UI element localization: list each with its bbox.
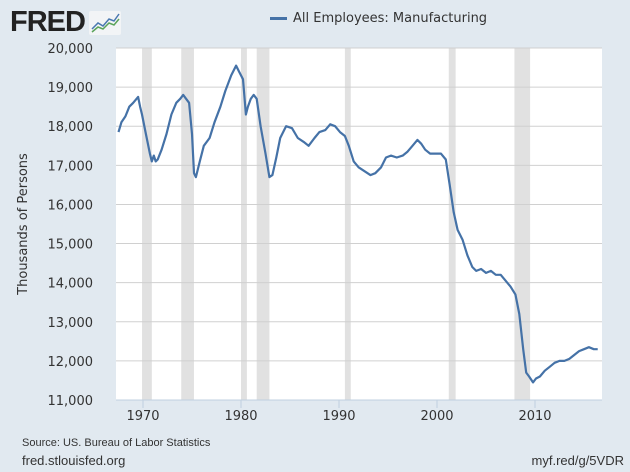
- y-tick-label: 14,000: [48, 277, 94, 292]
- recession-band: [256, 48, 270, 400]
- series-line: [117, 64, 598, 384]
- y-tick-label: 13,000: [48, 316, 94, 331]
- logo-text: FRED: [10, 6, 86, 38]
- fred-logo: FRED: [10, 8, 121, 37]
- x-tick-label: 2000: [420, 409, 453, 424]
- recession-band: [344, 48, 351, 400]
- y-axis-label: Thousands of Persons: [16, 153, 31, 296]
- recession-band: [241, 48, 247, 400]
- fred-chart-icon: [88, 10, 121, 35]
- chart-legend: All Employees: Manufacturing: [270, 11, 487, 26]
- x-tick-label: 1970: [126, 409, 159, 424]
- y-tick-label: 16,000: [48, 198, 94, 213]
- x-tick-label: 1990: [322, 409, 355, 424]
- y-tick-label: 12,000: [48, 355, 94, 370]
- y-tick-label: 18,000: [48, 120, 94, 135]
- y-tick-label: 15,000: [48, 238, 94, 253]
- legend-swatch: [270, 17, 287, 20]
- recession-band: [142, 48, 152, 400]
- source-note: Source: US. Bureau of Labor Statistics: [22, 437, 211, 449]
- recession-band: [181, 48, 194, 400]
- x-tick-label: 2010: [518, 409, 551, 424]
- x-tick-label: 1980: [224, 409, 257, 424]
- y-tick-label: 20,000: [48, 42, 94, 57]
- site-link[interactable]: fred.stlouisfed.org: [22, 453, 126, 468]
- y-tick-label: 17,000: [48, 159, 94, 174]
- recession-band: [448, 48, 456, 400]
- y-tick-label: 19,000: [48, 81, 94, 96]
- legend-label: All Employees: Manufacturing: [293, 11, 488, 26]
- y-tick-label: 11,000: [48, 394, 94, 409]
- short-url-link[interactable]: myf.red/g/5VDR: [531, 453, 624, 468]
